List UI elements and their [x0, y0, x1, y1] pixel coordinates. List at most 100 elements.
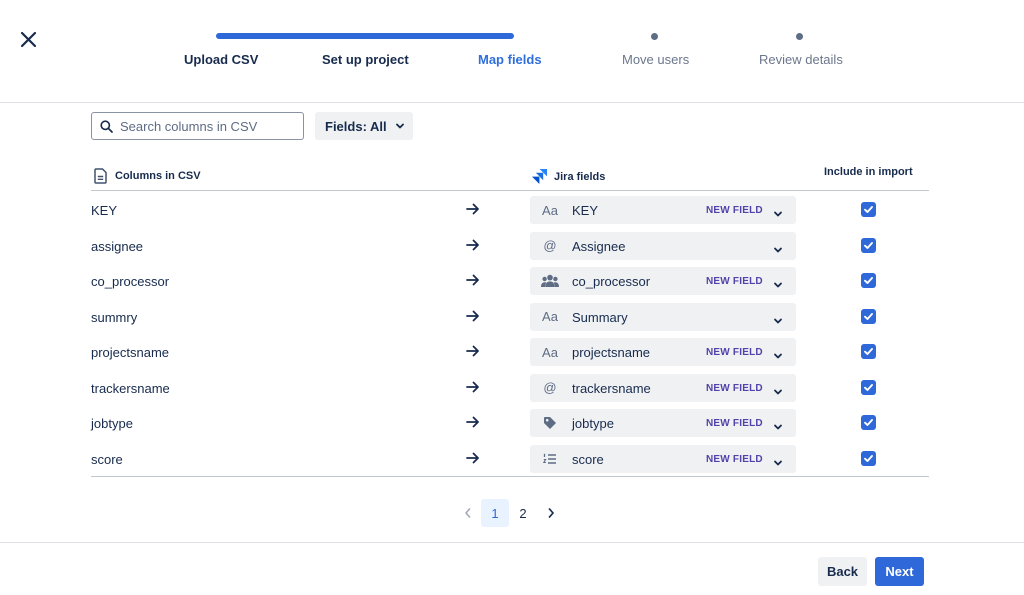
arrow-right-icon — [465, 344, 481, 363]
csv-column-name: projectsname — [91, 345, 170, 360]
jira-field-select[interactable]: Aa Summary — [530, 302, 796, 331]
new-field-badge: NEW FIELD — [706, 453, 763, 465]
include-checkbox[interactable] — [861, 202, 876, 217]
arrow-right-icon — [465, 309, 481, 328]
chevron-down-icon — [773, 455, 783, 473]
chevron-down-icon — [773, 384, 783, 402]
tag-icon — [540, 415, 560, 431]
chevron-down-icon — [773, 348, 783, 366]
progress-stepper: Upload CSV Set up project Map fields Mov… — [0, 0, 1024, 102]
jira-field-select[interactable]: co_processor NEW FIELD — [530, 267, 796, 295]
user-field-icon: @ — [543, 238, 557, 253]
page-button-1[interactable]: 1 — [481, 499, 509, 527]
user-field-icon: @ — [543, 380, 557, 395]
table-row: score score NEW FIELD — [91, 444, 929, 474]
document-icon — [94, 168, 107, 184]
next-page-button[interactable] — [537, 499, 565, 527]
jira-field-name: projectsname — [572, 345, 651, 360]
include-checkbox[interactable] — [861, 308, 876, 324]
text-field-icon: Aa — [542, 344, 558, 360]
footer-divider — [0, 542, 1024, 543]
jira-field-select[interactable]: score NEW FIELD — [530, 444, 796, 473]
jira-field-select[interactable]: Aa KEY NEW FIELD — [530, 196, 796, 224]
close-icon — [20, 31, 37, 48]
step-upload-csv: Upload CSV — [184, 52, 259, 67]
table-header-divider — [91, 190, 929, 191]
jira-field-name: KEY — [572, 203, 599, 218]
column-header-csv: Columns in CSV — [94, 168, 201, 184]
arrow-right-icon — [465, 415, 481, 434]
csv-column-name: trackersname — [91, 380, 170, 396]
include-checkbox[interactable] — [861, 273, 876, 288]
table-row: summry Aa Summary — [91, 302, 929, 332]
include-checkbox[interactable] — [861, 379, 876, 395]
checkmark-icon — [863, 453, 874, 464]
jira-field-select[interactable]: @ Assignee — [530, 231, 796, 260]
chevron-down-icon — [773, 206, 783, 224]
include-checkbox[interactable] — [861, 344, 876, 359]
column-header-jira: Jira fields — [531, 168, 605, 185]
arrow-right-icon — [465, 202, 481, 221]
previous-page-button[interactable] — [454, 499, 482, 527]
step-review-details: Review details — [759, 52, 843, 67]
new-field-badge: NEW FIELD — [706, 276, 763, 287]
checkmark-icon — [863, 382, 874, 393]
csv-column-name: summry — [91, 309, 138, 325]
jira-field-name: Summary — [572, 309, 628, 325]
chevron-right-icon — [548, 508, 554, 518]
close-button[interactable] — [18, 29, 40, 51]
table-row: trackersname @ trackersname NEW FIELD — [91, 373, 929, 403]
table-row: co_processor co_processor NEW FIELD — [91, 266, 929, 296]
jira-field-name: score — [572, 451, 604, 467]
step-progress-bar — [216, 33, 514, 39]
checkmark-icon — [863, 346, 874, 357]
chevron-left-icon — [465, 508, 471, 518]
chevron-down-icon — [773, 277, 783, 295]
include-checkbox[interactable] — [861, 237, 876, 253]
chevron-down-icon — [773, 419, 783, 437]
csv-column-name: co_processor — [91, 274, 170, 289]
table-row: projectsname Aa projectsname NEW FIELD — [91, 337, 929, 367]
arrow-right-icon — [465, 238, 481, 257]
checkmark-icon — [863, 240, 874, 251]
header-divider — [0, 102, 1024, 103]
number-list-icon — [540, 451, 560, 467]
checkmark-icon — [863, 275, 874, 286]
fields-filter-label: Fields: All — [325, 118, 387, 134]
include-checkbox[interactable] — [861, 415, 876, 430]
search-icon — [100, 119, 113, 133]
new-field-badge: NEW FIELD — [706, 347, 763, 358]
step-set-up-project: Set up project — [322, 52, 409, 67]
search-field[interactable] — [91, 112, 304, 140]
checkmark-icon — [863, 311, 874, 322]
step-dot-move-users — [651, 33, 658, 40]
search-input[interactable] — [120, 118, 290, 134]
page-button-2[interactable]: 2 — [519, 505, 527, 521]
people-group-icon — [540, 273, 560, 289]
arrow-right-icon — [465, 451, 481, 470]
table-row: KEY Aa KEY NEW FIELD — [91, 195, 929, 225]
table-bottom-divider — [91, 476, 929, 477]
csv-column-name: jobtype — [91, 416, 133, 431]
text-field-icon: Aa — [542, 309, 558, 324]
new-field-badge: NEW FIELD — [706, 418, 763, 429]
jira-field-select[interactable]: @ trackersname NEW FIELD — [530, 373, 796, 402]
arrow-right-icon — [465, 273, 481, 292]
jira-field-name: jobtype — [572, 416, 614, 431]
new-field-badge: NEW FIELD — [706, 382, 763, 394]
csv-column-name: score — [91, 451, 123, 467]
chevron-down-icon — [773, 313, 783, 331]
jira-field-name: co_processor — [572, 274, 651, 289]
fields-filter-dropdown[interactable]: Fields: All — [315, 112, 413, 140]
chevron-down-icon — [773, 242, 783, 260]
next-button[interactable]: Next — [875, 557, 924, 586]
jira-field-select[interactable]: jobtype NEW FIELD — [530, 409, 796, 437]
jira-field-select[interactable]: Aa projectsname NEW FIELD — [530, 338, 796, 366]
step-map-fields: Map fields — [478, 52, 542, 67]
text-field-icon: Aa — [542, 202, 558, 218]
back-button[interactable]: Back — [818, 557, 867, 586]
include-checkbox[interactable] — [861, 450, 876, 466]
column-header-include: Include in import — [824, 166, 913, 178]
checkmark-icon — [863, 417, 874, 428]
checkmark-icon — [863, 204, 874, 215]
